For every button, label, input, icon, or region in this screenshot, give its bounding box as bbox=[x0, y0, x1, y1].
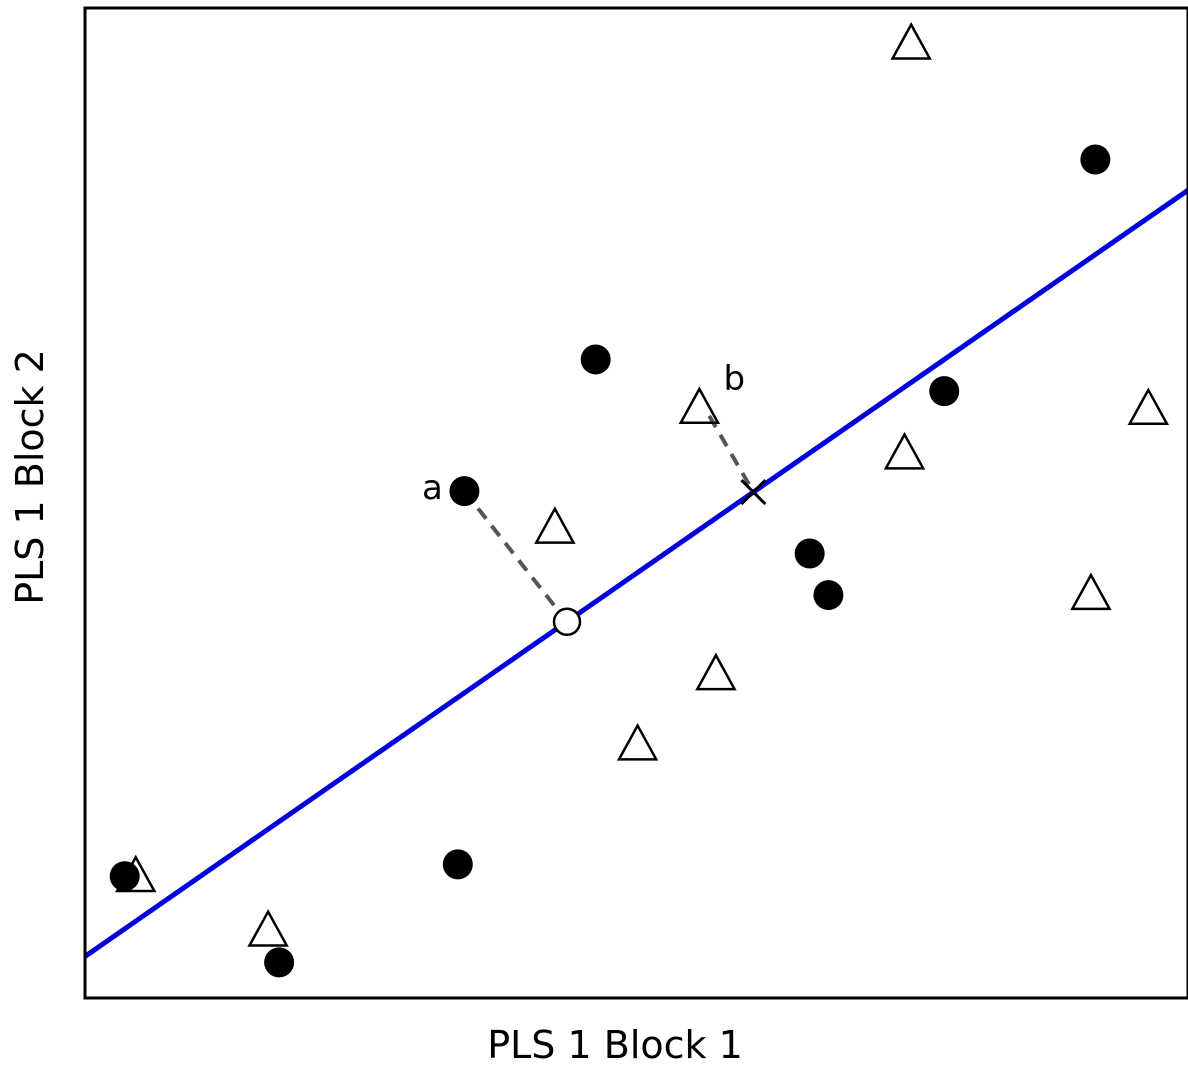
plot-area bbox=[85, 22, 1188, 978]
point-open-triangle-3 bbox=[534, 506, 576, 544]
projection-point-b bbox=[740, 479, 767, 506]
point-open-triangle-8 bbox=[890, 22, 932, 60]
projection-line-b bbox=[707, 414, 756, 494]
point-open-triangle-5 bbox=[695, 652, 737, 691]
point-filled-circle-2 bbox=[264, 947, 295, 978]
point-filled-circle-8 bbox=[929, 376, 960, 407]
point-filled-circle-4 bbox=[449, 476, 480, 507]
projection-point-a bbox=[552, 607, 582, 637]
point-open-triangle-2 bbox=[247, 909, 289, 947]
point-open-triangle-9 bbox=[1070, 572, 1112, 611]
point-filled-circle-9 bbox=[1080, 144, 1111, 175]
y-axis-label: PLS 1 Block 2 bbox=[8, 349, 52, 605]
point-open-triangle-10 bbox=[1127, 387, 1170, 426]
point-filled-circle-6 bbox=[794, 538, 825, 569]
point-label-a: a bbox=[422, 468, 443, 508]
point-filled-circle-5 bbox=[580, 344, 611, 375]
cross-stroke bbox=[740, 479, 767, 506]
point-open-triangle-6 bbox=[678, 386, 721, 425]
point-open-triangle-7 bbox=[883, 431, 926, 470]
x-axis-label: PLS 1 Block 1 bbox=[487, 1023, 743, 1066]
point-open-triangle-4 bbox=[616, 722, 659, 761]
point-open-triangle-1 bbox=[115, 854, 157, 893]
regression-line bbox=[85, 188, 1188, 959]
projection-line-a bbox=[462, 489, 569, 624]
point-filled-circle-3 bbox=[442, 849, 473, 880]
point-filled-circle-7 bbox=[813, 580, 844, 611]
plot-frame bbox=[83, 6, 1188, 1000]
point-label-b: b bbox=[724, 359, 746, 399]
